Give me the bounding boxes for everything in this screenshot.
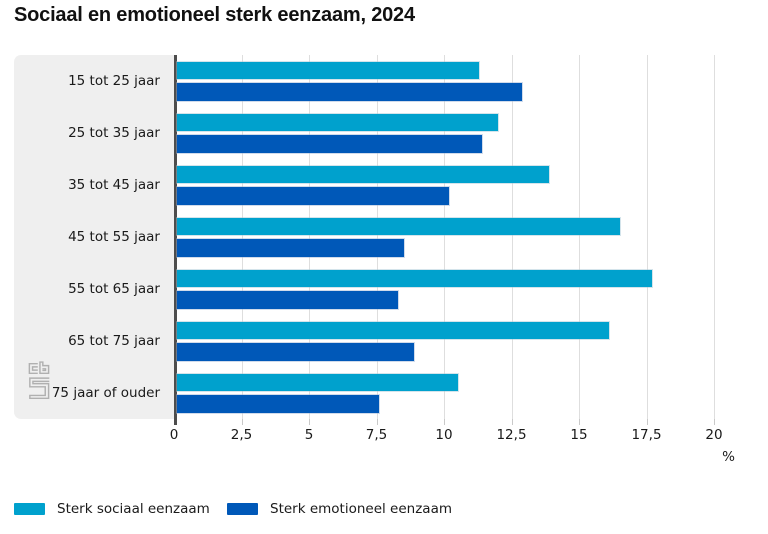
cbs-logo-c [28,362,38,375]
gridline [646,55,648,419]
bar-emotioneel-eenzaam[interactable] [177,395,379,413]
tick-mark [174,419,177,425]
gridline [241,55,243,419]
tick-mark [579,419,580,425]
tick-label: 15 [570,427,588,443]
bar-sociaal-eenzaam[interactable] [177,114,498,131]
bar-emotioneel-eenzaam[interactable] [177,291,398,309]
tick-mark [714,419,715,425]
tick-mark [241,419,243,425]
category-label: 35 tot 45 jaar [68,177,160,193]
legend-item[interactable]: Sterk emotioneel eenzaam [227,501,452,517]
tick-label: 10 [435,427,453,443]
y-axis-line [174,55,177,419]
legend-swatch [227,503,258,515]
tick-label: 12,5 [496,427,527,443]
tick-mark [511,419,513,425]
gridline [444,55,445,419]
tick-label: 7,5 [365,427,388,443]
legend-item[interactable]: Sterk sociaal eenzaam [14,501,210,517]
gridline [376,55,378,419]
category-label: 15 tot 25 jaar [68,73,160,89]
bar-sociaal-eenzaam[interactable] [177,218,620,235]
bar-sociaal-eenzaam[interactable] [177,374,458,391]
bar-sociaal-eenzaam[interactable] [177,322,609,339]
legend-swatch [14,503,45,515]
tick-mark [309,419,310,425]
legend: Sterk sociaal eenzaam Sterk emotioneel ee… [0,501,768,521]
tick-label: 0 [169,427,179,443]
category-label: 25 tot 35 jaar [68,125,160,141]
bar-emotioneel-eenzaam[interactable] [177,239,404,257]
tick-label: 5 [304,427,314,443]
category-label-panel [14,55,176,419]
tick-label: 17,5 [631,427,662,443]
tick-mark [444,419,445,425]
cbs-logo-b [39,361,50,375]
cbs-logo [26,361,51,406]
legend-label: Sterk sociaal eenzaam [57,501,210,517]
chart-title: Sociaal en emotioneel sterk eenzaam, 202… [14,4,415,26]
gridline [309,55,310,419]
bar-emotioneel-eenzaam[interactable] [177,83,522,101]
bar-sociaal-eenzaam[interactable] [177,166,549,183]
category-label: 55 tot 65 jaar [68,281,160,297]
axis-unit-label: % [722,449,735,465]
cbs-logo-s [29,377,50,400]
bar-emotioneel-eenzaam[interactable] [177,343,414,361]
hamburger-menu-icon[interactable] [732,16,749,33]
bar-sociaal-eenzaam[interactable] [177,270,652,287]
category-label: 45 tot 55 jaar [68,229,160,245]
bar-emotioneel-eenzaam[interactable] [177,135,482,153]
tick-mark [376,419,378,425]
legend-label: Sterk emotioneel eenzaam [270,501,453,517]
bar-sociaal-eenzaam[interactable] [177,62,479,79]
tick-label: 20 [705,427,723,443]
gridline [714,55,715,419]
tick-label: 2,5 [230,427,253,443]
bar-chart: 0 2,5 5 7,5 10 12,5 15 17,5 20 % 15 tot 25 jaar 2… [0,55,768,467]
tick-mark [646,419,648,425]
bar-emotioneel-eenzaam[interactable] [177,187,449,205]
gridline [579,55,580,419]
category-label: 75 jaar of ouder [51,385,160,401]
category-label: 65 tot 75 jaar [68,333,160,349]
gridline [511,55,513,419]
